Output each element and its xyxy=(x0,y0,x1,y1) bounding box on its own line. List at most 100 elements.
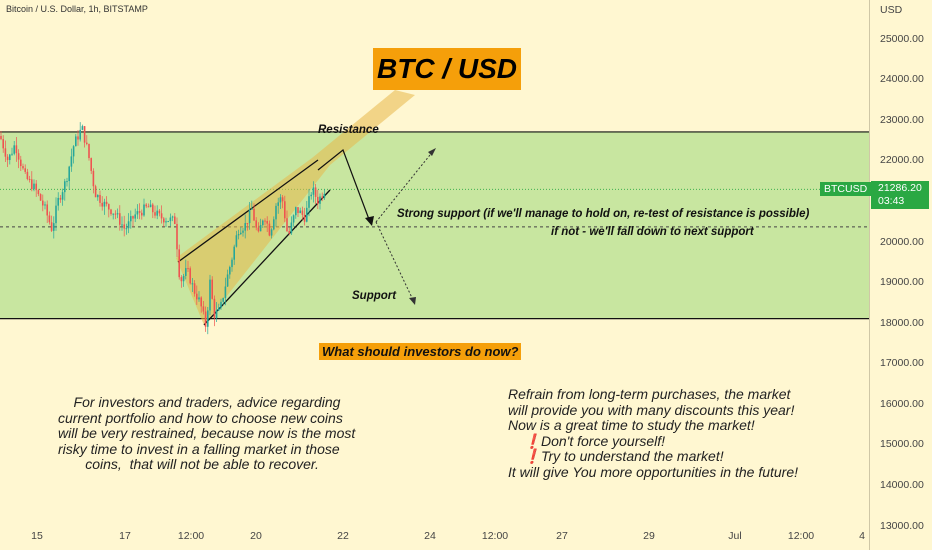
candle-body xyxy=(213,298,216,318)
price-tick: 25000.00 xyxy=(880,32,924,45)
time-tick: 29 xyxy=(643,530,655,542)
scenario-up-arrowhead xyxy=(428,148,436,156)
candle-body xyxy=(169,217,172,222)
candle-body xyxy=(48,215,51,223)
candle-body xyxy=(123,224,125,229)
candle-body xyxy=(6,156,9,161)
candle-body xyxy=(222,297,224,302)
candle-body xyxy=(257,227,260,232)
time-tick: 4 xyxy=(859,530,865,542)
candle-body xyxy=(229,267,231,275)
candle-body xyxy=(193,283,196,294)
candle-body xyxy=(268,223,271,236)
candle-body xyxy=(125,228,128,230)
candle-body xyxy=(110,209,112,215)
candle-body xyxy=(323,193,326,198)
candle-body xyxy=(70,156,73,167)
candle-body xyxy=(105,201,108,205)
candle-body xyxy=(147,206,150,208)
candle-body xyxy=(204,311,207,327)
candle-body xyxy=(17,153,20,160)
candle-body xyxy=(242,230,244,233)
price-tick: 14000.00 xyxy=(880,479,924,492)
candle-body xyxy=(281,197,284,202)
candle-body xyxy=(231,259,233,268)
price-tick: 15000.00 xyxy=(880,438,924,451)
candle-body xyxy=(112,213,114,215)
candle-body xyxy=(303,214,306,222)
candle-body xyxy=(138,211,141,213)
candle-body xyxy=(317,196,319,204)
candle-body xyxy=(209,279,211,311)
candle-body xyxy=(319,196,321,204)
candle-body xyxy=(251,208,253,210)
time-tick: 24 xyxy=(424,530,436,542)
price-tick: 24000.00 xyxy=(880,73,924,86)
candle-body xyxy=(59,197,62,200)
investor-advice-text: For investors and traders, advice regard… xyxy=(58,394,356,472)
price-tick: 17000.00 xyxy=(880,357,924,370)
question-label: What should investors do now? xyxy=(319,343,522,360)
banner-title: BTC / USD xyxy=(373,48,521,90)
candle-body xyxy=(187,268,189,270)
candle-body xyxy=(246,223,249,225)
candle-body xyxy=(321,196,323,198)
candle-body xyxy=(200,297,202,307)
candle-body xyxy=(160,213,163,219)
candle-body xyxy=(237,234,240,236)
candle-body xyxy=(46,204,48,216)
candle-body xyxy=(284,201,286,219)
time-tick: Jul xyxy=(728,530,742,542)
candle-body xyxy=(301,210,304,215)
candle-body xyxy=(119,213,121,225)
time-tick: 17 xyxy=(119,530,131,542)
candle-body xyxy=(297,207,299,214)
candle-body xyxy=(314,187,317,197)
bar-countdown: 03:43 xyxy=(878,195,905,207)
candle-body xyxy=(154,212,156,216)
candle-body xyxy=(202,306,205,312)
candle-body xyxy=(136,211,139,215)
candle-body xyxy=(81,126,84,130)
candle-body xyxy=(198,297,200,300)
scenario-up-arrow xyxy=(375,149,435,223)
time-tick: 20 xyxy=(250,530,262,542)
candle-body xyxy=(248,209,251,224)
candle-body xyxy=(244,223,246,231)
candle-body xyxy=(99,194,101,203)
candle-body xyxy=(2,139,4,149)
candle-body xyxy=(86,142,88,144)
candle-body xyxy=(77,136,79,140)
candle-body xyxy=(28,179,31,181)
candle-body xyxy=(290,222,293,234)
candle-body xyxy=(273,219,275,230)
candle-body xyxy=(116,213,119,215)
price-tick: 18000.00 xyxy=(880,316,924,329)
candle-body xyxy=(90,158,92,171)
candle-body xyxy=(68,166,70,182)
candle-body xyxy=(224,286,227,298)
candle-body xyxy=(189,268,191,284)
candle-body xyxy=(88,143,90,159)
candle-body xyxy=(20,159,22,167)
time-tick: 12:00 xyxy=(481,530,509,542)
candle-body xyxy=(174,216,176,224)
candle-body xyxy=(44,204,46,206)
candle-body xyxy=(22,166,24,169)
candle-body xyxy=(165,221,167,223)
candle-body xyxy=(196,293,198,300)
support-label: Support xyxy=(352,290,397,302)
market-advice-text: Refrain from long-term purchases, the ma… xyxy=(508,386,799,480)
candle-body xyxy=(33,183,35,190)
candle-body xyxy=(108,204,110,210)
time-tick: 27 xyxy=(556,530,568,542)
candle-body xyxy=(215,310,218,318)
candle-body xyxy=(130,216,132,222)
time-tick: 22 xyxy=(337,530,349,542)
candle-body xyxy=(37,190,40,195)
candle-body xyxy=(127,221,130,229)
range-zone xyxy=(0,131,869,319)
candle-body xyxy=(310,194,312,197)
price-axis[interactable]: USD 13000.00 14000.00 15000.00 16000.00 1700… xyxy=(869,0,932,550)
candle-body xyxy=(286,218,288,232)
